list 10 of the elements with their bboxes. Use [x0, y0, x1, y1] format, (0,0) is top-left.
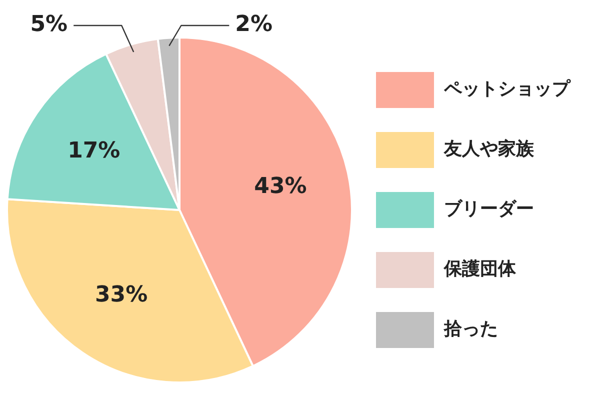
data-label: 2% [235, 12, 273, 38]
data-label: 17% [68, 138, 120, 164]
legend-label: 保護団体 [443, 258, 517, 280]
legend-label: ペットショップ [443, 78, 571, 100]
legend-label: ブリーダー [444, 198, 534, 220]
data-label: 43% [254, 174, 307, 200]
data-label: 33% [94, 282, 148, 308]
legend-label: 拾った [443, 318, 498, 340]
data-label: 5% [30, 12, 68, 38]
legend-label: 友人や家族 [443, 138, 535, 160]
